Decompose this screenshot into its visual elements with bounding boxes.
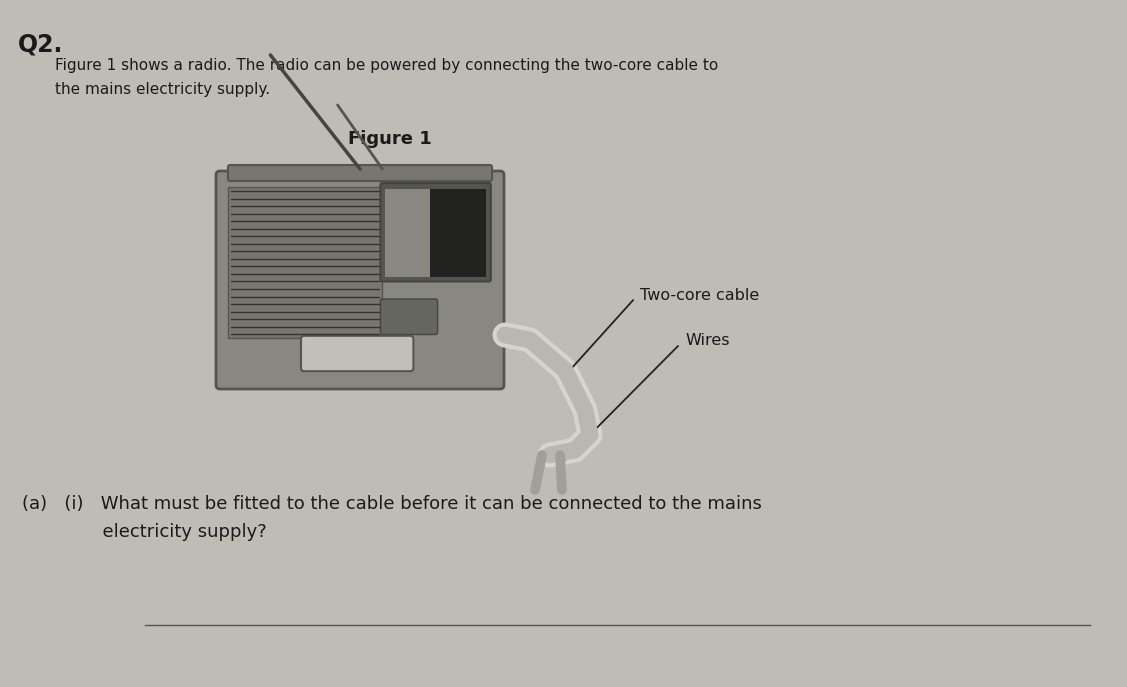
Text: electricity supply?: electricity supply?: [23, 523, 267, 541]
Text: Wires: Wires: [685, 333, 729, 348]
FancyBboxPatch shape: [381, 183, 490, 282]
Text: Figure 1 shows a radio. The radio can be powered by connecting the two-core cabl: Figure 1 shows a radio. The radio can be…: [55, 58, 718, 73]
FancyBboxPatch shape: [228, 165, 492, 181]
Text: Figure 1: Figure 1: [348, 130, 432, 148]
Text: (a)   (i)   What must be fitted to the cable before it can be connected to the m: (a) (i) What must be fitted to the cable…: [23, 495, 762, 513]
FancyBboxPatch shape: [381, 299, 437, 335]
Polygon shape: [431, 189, 486, 276]
FancyBboxPatch shape: [216, 171, 504, 389]
Bar: [228, 187, 382, 338]
Polygon shape: [385, 189, 431, 276]
Text: the mains electricity supply.: the mains electricity supply.: [55, 82, 270, 97]
Text: Two-core cable: Two-core cable: [640, 287, 760, 302]
FancyBboxPatch shape: [301, 336, 414, 371]
Text: Q2.: Q2.: [18, 32, 63, 56]
